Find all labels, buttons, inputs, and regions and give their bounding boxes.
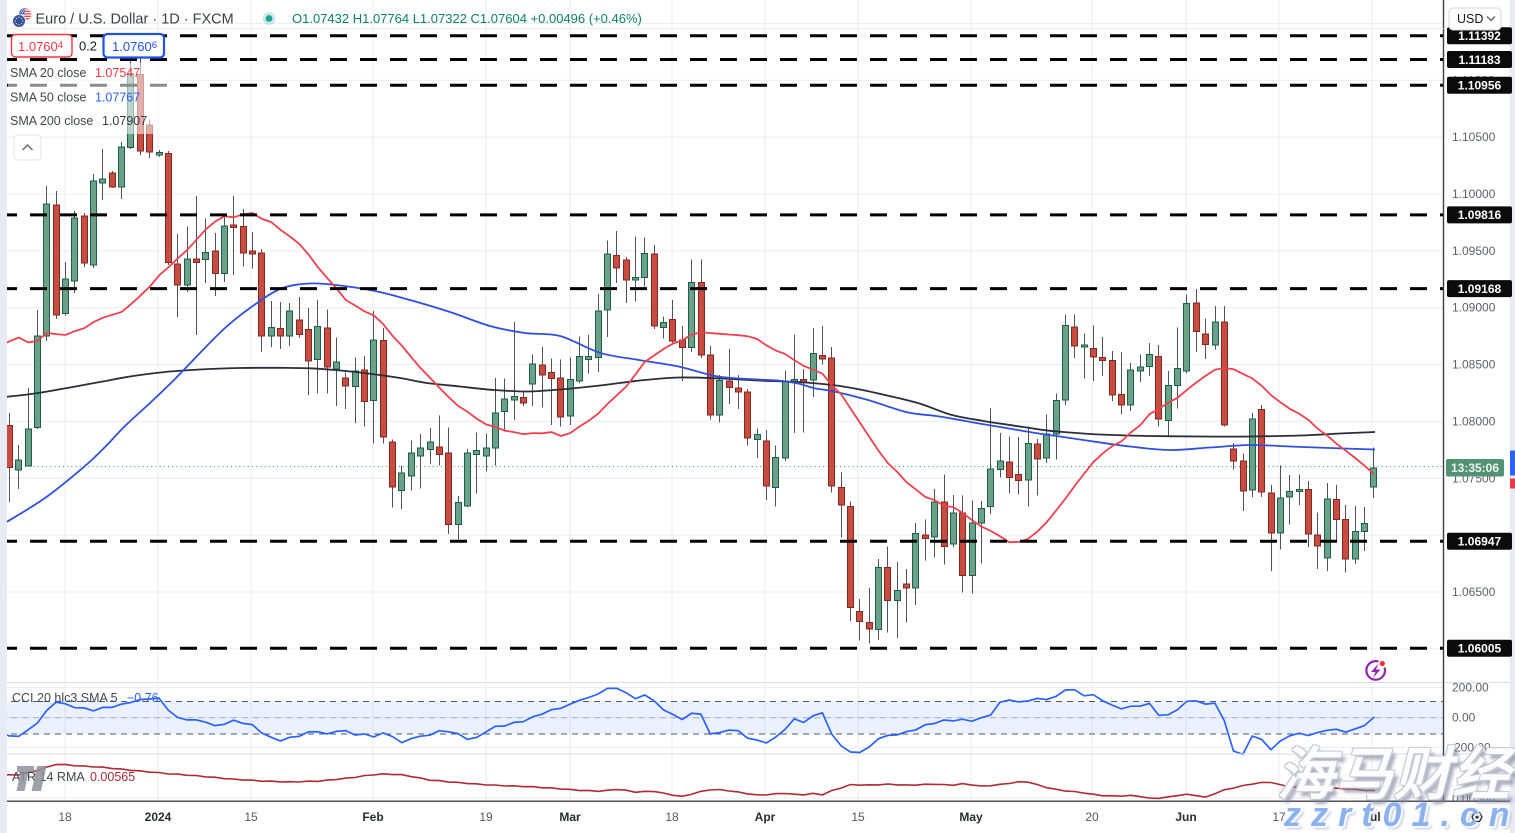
svg-text:Mar: Mar — [559, 810, 581, 824]
svg-text:SMA 20 close: SMA 20 close — [10, 66, 86, 80]
svg-text:1.06947: 1.06947 — [1458, 535, 1502, 549]
svg-text:0.00: 0.00 — [1452, 711, 1476, 725]
svg-text:1.07547: 1.07547 — [95, 66, 140, 80]
svg-text:18: 18 — [58, 810, 72, 824]
svg-text:2024: 2024 — [145, 810, 172, 824]
svg-text:1.07606: 1.07606 — [112, 39, 157, 54]
svg-text:1.09816: 1.09816 — [1458, 208, 1502, 222]
svg-text:0.2: 0.2 — [79, 39, 97, 54]
svg-text:1.08500: 1.08500 — [1452, 358, 1496, 372]
svg-text:CCI 20 hlc3 SMA 5: CCI 20 hlc3 SMA 5 — [12, 691, 118, 705]
svg-text:Euro / U.S. Dollar · 1D · FXCM: Euro / U.S. Dollar · 1D · FXCM — [36, 12, 234, 28]
svg-text:0.00500: 0.00500 — [1452, 791, 1496, 805]
svg-text:Apr: Apr — [755, 810, 776, 824]
svg-text:1.11392: 1.11392 — [1458, 29, 1501, 43]
svg-text:SMA 50 close: SMA 50 close — [10, 90, 86, 104]
svg-text:1.10500: 1.10500 — [1452, 130, 1496, 144]
svg-text:SMA 200 close: SMA 200 close — [10, 114, 93, 128]
svg-text:Jul: Jul — [1363, 810, 1380, 824]
svg-text:1.10000: 1.10000 — [1452, 187, 1496, 201]
svg-text:1.07907: 1.07907 — [102, 114, 147, 128]
svg-text:1.09168: 1.09168 — [1458, 282, 1502, 296]
svg-text:1.06500: 1.06500 — [1452, 585, 1496, 599]
svg-text:20: 20 — [1085, 810, 1099, 824]
svg-text:15: 15 — [244, 810, 258, 824]
svg-text:-200.00: -200.00 — [1450, 741, 1491, 755]
svg-text:19: 19 — [479, 810, 493, 824]
svg-text:0.00565: 0.00565 — [90, 770, 135, 784]
svg-text:1.07604: 1.07604 — [18, 39, 63, 54]
svg-text:200.00: 200.00 — [1452, 681, 1489, 695]
svg-text:1.09500: 1.09500 — [1452, 244, 1496, 258]
svg-text:17: 17 — [1272, 810, 1286, 824]
svg-text:13:35:06: 13:35:06 — [1451, 461, 1499, 475]
svg-text:USD: USD — [1457, 12, 1483, 26]
svg-text:−0.76: −0.76 — [127, 691, 159, 705]
svg-text:1.11183: 1.11183 — [1458, 53, 1500, 67]
svg-text:18: 18 — [665, 810, 679, 824]
svg-text:1.06005: 1.06005 — [1458, 642, 1502, 656]
svg-text:1.10956: 1.10956 — [1458, 79, 1502, 93]
svg-text:O1.07432 H1.07764 L1.07322: O1.07432 H1.07764 L1.07322 C1.07604 +0.0… — [292, 11, 642, 26]
svg-text:Jun: Jun — [1175, 810, 1196, 824]
svg-text:May: May — [959, 810, 983, 824]
svg-text:1.09000: 1.09000 — [1452, 301, 1496, 315]
svg-text:ATR 14 RMA: ATR 14 RMA — [12, 770, 85, 784]
svg-text:Feb: Feb — [362, 810, 383, 824]
svg-text:15: 15 — [851, 810, 865, 824]
svg-text:1.07767: 1.07767 — [95, 90, 140, 104]
svg-text:1.08000: 1.08000 — [1452, 414, 1496, 428]
